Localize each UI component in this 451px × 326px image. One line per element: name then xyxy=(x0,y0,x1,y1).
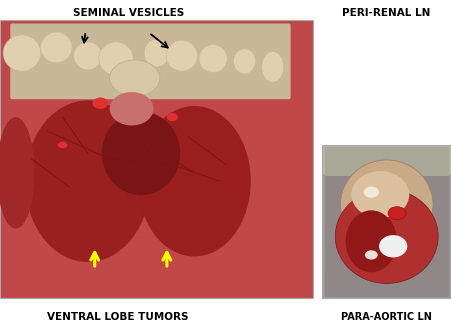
Ellipse shape xyxy=(102,111,180,195)
Bar xyxy=(322,174,451,298)
Bar xyxy=(325,176,449,297)
Text: PERI-RENAL LN: PERI-RENAL LN xyxy=(342,8,431,18)
Ellipse shape xyxy=(262,52,284,82)
Ellipse shape xyxy=(335,189,438,283)
Ellipse shape xyxy=(25,100,151,262)
Ellipse shape xyxy=(74,42,102,70)
Bar xyxy=(325,147,449,267)
Ellipse shape xyxy=(144,39,169,67)
Bar xyxy=(322,145,451,269)
Ellipse shape xyxy=(99,42,133,75)
Ellipse shape xyxy=(110,60,160,96)
Text: SEMINAL VESICLES: SEMINAL VESICLES xyxy=(73,8,184,18)
Ellipse shape xyxy=(379,235,407,258)
Ellipse shape xyxy=(166,40,198,71)
Circle shape xyxy=(92,97,108,109)
Circle shape xyxy=(388,207,406,220)
Text: VENTRAL LOBE TUMORS: VENTRAL LOBE TUMORS xyxy=(46,312,188,322)
Ellipse shape xyxy=(41,32,72,63)
FancyBboxPatch shape xyxy=(10,23,290,99)
Ellipse shape xyxy=(341,160,433,249)
Ellipse shape xyxy=(3,35,41,71)
Bar xyxy=(0,20,313,298)
Ellipse shape xyxy=(199,45,227,72)
Ellipse shape xyxy=(351,171,409,218)
Ellipse shape xyxy=(110,92,154,126)
Ellipse shape xyxy=(345,210,397,272)
Circle shape xyxy=(364,186,379,198)
Ellipse shape xyxy=(234,49,255,74)
Circle shape xyxy=(58,141,67,148)
Ellipse shape xyxy=(138,106,251,257)
Circle shape xyxy=(365,250,378,259)
Circle shape xyxy=(167,113,178,121)
Ellipse shape xyxy=(0,117,34,229)
Text: PARA-AORTIC LN: PARA-AORTIC LN xyxy=(341,312,432,322)
